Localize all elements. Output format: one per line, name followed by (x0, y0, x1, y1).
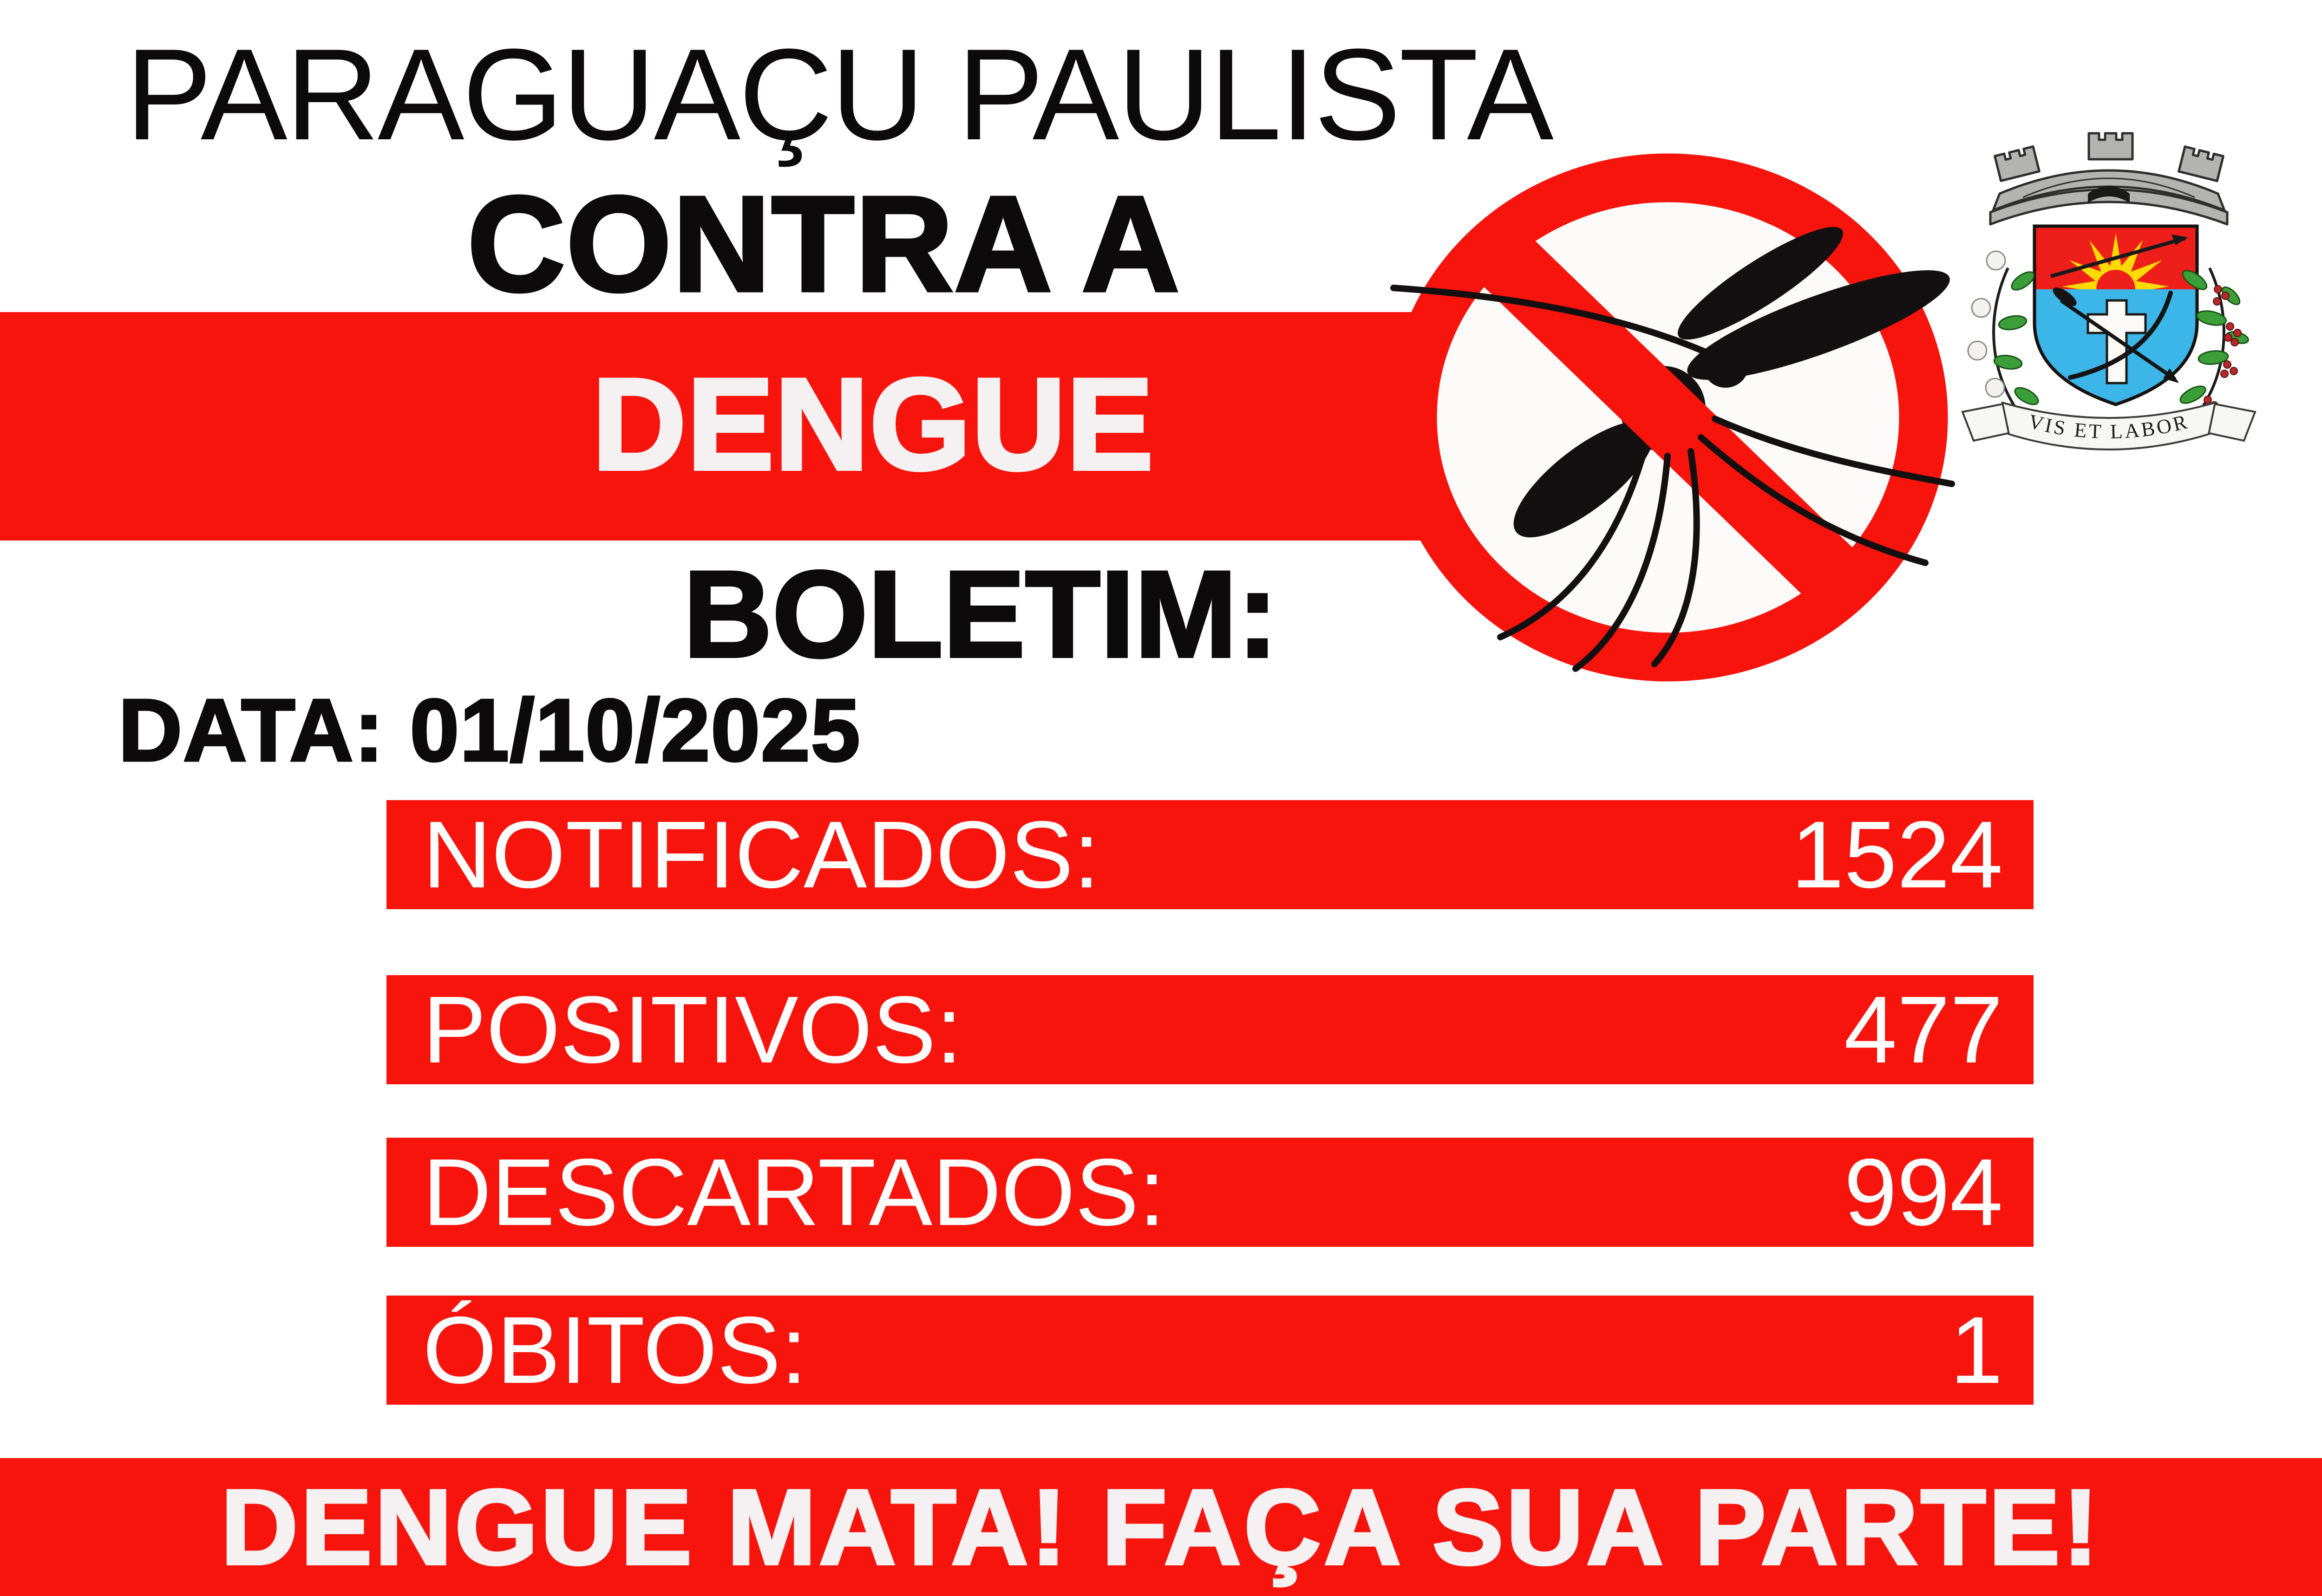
stat-row-descartados: DESCARTADOS: 994 (386, 1138, 2034, 1247)
page-title: PARAGUAÇU PAULISTA (125, 22, 1554, 167)
shield-outline (2033, 224, 2199, 406)
mosquito-legs (1390, 285, 1955, 672)
footer-message: DENGUE MATA! FAÇA SUA PARTE! (219, 1467, 2101, 1587)
prohibition-diagonal-bar (1461, 215, 1876, 619)
stat-label: NOTIFICADOS: (423, 801, 1100, 908)
no-mosquito-icon (1388, 153, 1955, 682)
stat-label: POSITIVOS: (423, 977, 962, 1083)
stat-value: 477 (1844, 977, 2003, 1083)
date-line: DATA: 01/10/2025 (117, 681, 861, 780)
crown-arch (2088, 186, 2130, 203)
coat-of-arms-icon: VIS ET LABOR (1961, 132, 2257, 450)
shield-cross (2087, 299, 2147, 384)
mural-crown (1989, 132, 2229, 226)
stat-value: 1524 (1791, 801, 2003, 908)
footer-banner: DENGUE MATA! FAÇA SUA PARTE! (0, 1458, 2322, 1596)
stat-label: DESCARTADOS: (423, 1139, 1165, 1245)
stat-label: ÓBITOS: (423, 1297, 807, 1403)
bulletin-label: BOLETIM: (682, 546, 1280, 683)
red-banner-band (0, 312, 1579, 541)
disease-name: DENGUE (590, 352, 1155, 497)
stat-value: 994 (1844, 1139, 2003, 1245)
stat-row-notificados: NOTIFICADOS: 1524 (386, 800, 2034, 909)
stat-row-positivos: POSITIVOS: 477 (386, 975, 2034, 1084)
stat-value: 1 (1949, 1297, 2003, 1403)
motto-ribbon (1961, 401, 2257, 450)
stat-row-obitos: ÓBITOS: 1 (386, 1296, 2034, 1405)
cotton-branch (1967, 250, 2039, 420)
subtitle-contra-a: CONTRA A (465, 168, 1181, 319)
rising-sun (2050, 233, 2188, 289)
